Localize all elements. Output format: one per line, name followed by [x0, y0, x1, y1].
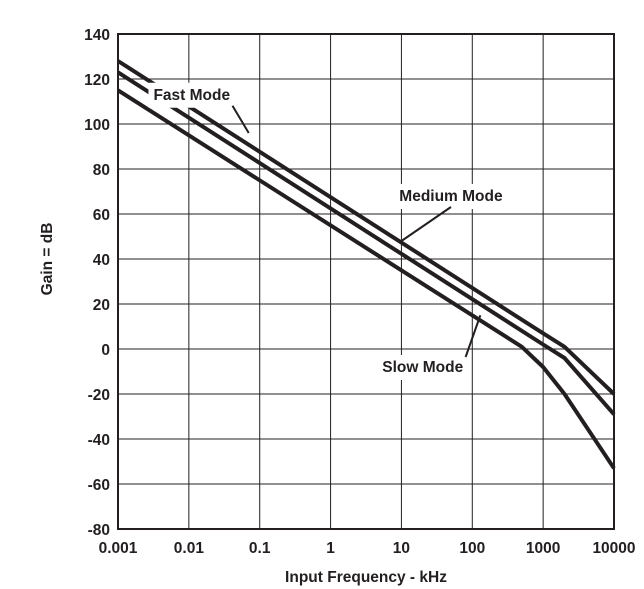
- y-tick-label: -80: [88, 522, 110, 539]
- annotation-label: Medium Mode: [399, 188, 503, 205]
- series-line-slow-mode: [116, 88, 616, 470]
- annotation-pointer: [231, 105, 250, 134]
- y-tick-label: -20: [88, 387, 110, 404]
- series-line-medium-mode: [116, 70, 616, 416]
- annotation-pointer: [400, 206, 452, 242]
- y-tick-label: -60: [88, 477, 110, 494]
- series-line-fast-mode: [116, 59, 616, 396]
- annotation-label: Fast Mode: [153, 87, 230, 104]
- y-tick-label: 120: [84, 72, 110, 89]
- x-tick-label: 10: [393, 540, 410, 557]
- plot-area-border: [117, 33, 615, 530]
- x-tick-labels: 0.001 0.01 0.1 1 10 100 1000 10000: [99, 540, 636, 557]
- y-tick-label: 80: [93, 162, 110, 179]
- annotations: Fast Mode Medium Mode Slow Mode: [148, 82, 508, 380]
- y-tick-labels: -80 -60 -40 -20 0 20 40 60 80 100 120 140: [84, 27, 110, 539]
- x-tick-label: 0.01: [174, 540, 205, 557]
- annotation-label: Slow Mode: [382, 359, 463, 376]
- x-tick-label: 0.1: [249, 540, 271, 557]
- y-axis-title: Gain = dB: [39, 223, 56, 296]
- series-lines: [116, 59, 616, 470]
- y-tick-label: 40: [93, 252, 110, 269]
- y-tick-label: 20: [93, 297, 110, 314]
- y-tick-label: -40: [88, 432, 110, 449]
- annotation-background: [148, 82, 236, 108]
- x-tick-label: 100: [459, 540, 485, 557]
- x-tick-label: 1: [326, 540, 335, 557]
- y-tick-label: 100: [84, 117, 110, 134]
- annotation-background: [377, 355, 469, 380]
- y-tick-label: 0: [101, 342, 110, 359]
- y-tick-label: 60: [93, 207, 110, 224]
- x-axis-title: Input Frequency - kHz: [285, 569, 447, 586]
- y-tick-label: 140: [84, 27, 110, 44]
- annotation-pointer: [464, 314, 482, 358]
- x-tick-label: 10000: [592, 540, 635, 557]
- x-tick-label: 0.001: [99, 540, 138, 557]
- annotation-background: [394, 184, 508, 209]
- x-tick-label: 1000: [526, 540, 560, 557]
- grid-lines: [117, 33, 615, 530]
